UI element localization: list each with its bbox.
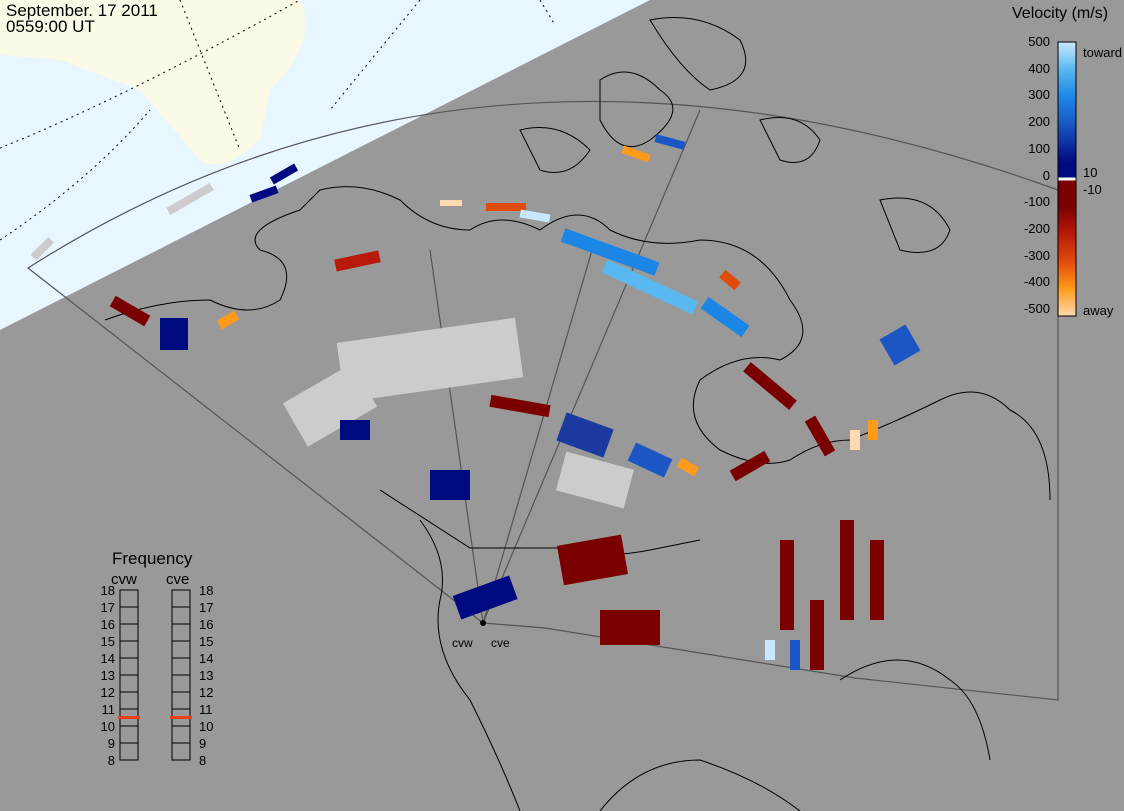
- velocity-tick-label: 500: [1028, 34, 1050, 49]
- frequency-tick-label: 12: [199, 685, 214, 700]
- velocity-tick-label: -200: [1023, 220, 1050, 236]
- velocity-tick-10: 10: [1083, 165, 1098, 180]
- velocity-tick-label: 200: [1028, 114, 1050, 130]
- freq-marker-cve: [170, 716, 192, 719]
- frequency-tick-label: 15: [199, 634, 214, 649]
- velocity-tick-label: 400: [1028, 60, 1050, 76]
- frequency-tick-label: 13: [100, 668, 115, 683]
- frequency-radar-cve-label: cve: [166, 571, 190, 588]
- frequency-tick-label: 8: [107, 753, 115, 768]
- away-label: away: [1083, 303, 1114, 318]
- velocity-tick-label: -100: [1023, 194, 1050, 210]
- frequency-tick-label: 17: [100, 600, 115, 615]
- time-label: 0559:00 UT: [6, 17, 95, 36]
- frequency-title: Frequency: [112, 549, 193, 568]
- site-label-cvw: cvw: [452, 636, 473, 650]
- frequency-tick-label: 16: [199, 617, 214, 632]
- frequency-tick-label: 12: [100, 685, 115, 700]
- velocity-tick-label: 0: [1042, 167, 1050, 183]
- frequency-scales: [119, 589, 191, 761]
- toward-label: toward: [1083, 45, 1123, 60]
- frequency-tick-label: 9: [199, 736, 207, 751]
- frequency-tick-label: 15: [100, 634, 115, 649]
- velocity-tick-label: -500: [1023, 301, 1050, 316]
- radar-cells: [30, 134, 921, 670]
- velocity-tick-label: -400: [1023, 274, 1050, 290]
- frequency-tick-label: 9: [107, 736, 115, 751]
- velocity-tick-label: 100: [1028, 140, 1050, 156]
- frequency-tick-label: 18: [199, 583, 214, 598]
- velocity-scale-title: Velocity (m/s): [1012, 5, 1109, 22]
- frequency-tick-label: 11: [199, 702, 213, 717]
- graticule: [0, 0, 556, 241]
- frequency-radar-cvw-label: cvw: [111, 571, 137, 588]
- velocity-tick-neg10: -10: [1083, 182, 1102, 197]
- frequency-tick-label: 10: [199, 719, 214, 734]
- frequency-tick-label: 13: [199, 668, 214, 683]
- velocity-tick-label: -300: [1023, 247, 1050, 263]
- date-label: September. 17 2011: [6, 1, 158, 20]
- frequency-tick-label: 14: [199, 651, 214, 666]
- field-of-view: [26, 100, 1059, 701]
- radar-site-marker: [480, 620, 486, 626]
- frequency-tick-label: 17: [199, 600, 214, 615]
- frequency-tick-label: 10: [100, 719, 115, 734]
- frequency-tick-label: 11: [101, 702, 116, 717]
- site-label-cve: cve: [491, 636, 510, 650]
- frequency-tick-label: 8: [199, 753, 207, 768]
- frequency-tick-label: 16: [100, 617, 115, 632]
- freq-marker-cvw: [118, 716, 140, 719]
- frequency-tick-label: 14: [100, 651, 115, 666]
- velocity-tick-label: 300: [1028, 87, 1050, 103]
- velocity-colorbar: [1057, 41, 1077, 317]
- frequency-tick-label: 18: [100, 583, 115, 598]
